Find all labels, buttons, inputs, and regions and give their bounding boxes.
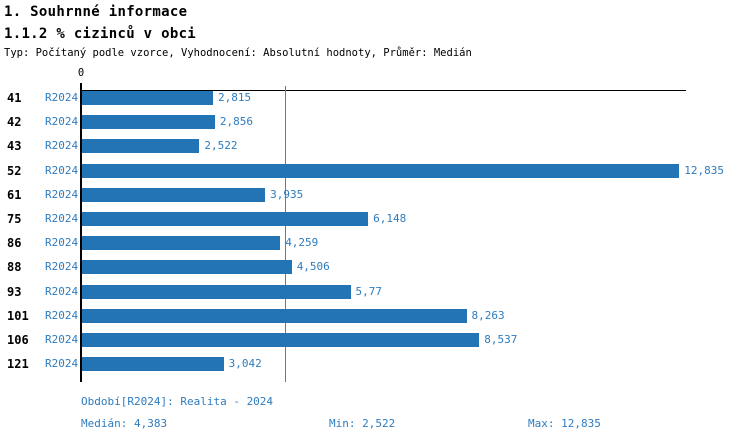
bar-value-label: 3,935 [270, 187, 304, 201]
row-id-label: 41 [7, 91, 22, 105]
row-period-label: R2024 [45, 212, 79, 225]
bar [82, 333, 480, 347]
chart-row: 101 R2024 8,263 [0, 308, 750, 323]
y-axis-line [80, 83, 82, 382]
row-period-label: R2024 [45, 187, 79, 201]
row-period-label: R2024 [45, 284, 79, 298]
bar [82, 212, 369, 226]
min-stat: Min: 2,522 [329, 417, 396, 430]
bar [82, 236, 281, 251]
bar [82, 308, 467, 323]
row-period-label: R2024 [45, 91, 79, 104]
row-period-label: R2024 [45, 115, 79, 129]
row-period-label: R2024 [45, 260, 79, 274]
bar-value-label: 8,537 [484, 333, 518, 346]
row-id-label: 52 [7, 163, 22, 178]
bar-value-label: 4,259 [285, 236, 319, 250]
bar [82, 91, 213, 105]
chart-row: 43 R2024 2,522 [0, 139, 750, 154]
bar [82, 357, 224, 372]
bar [82, 284, 351, 299]
row-id-label: 101 [7, 308, 29, 323]
row-id-label: 61 [7, 187, 22, 202]
chart-row: 41 R2024 2,815 [0, 91, 750, 105]
chart-row: 88 R2024 4,506 [0, 260, 750, 275]
row-id-label: 121 [7, 357, 29, 372]
bar [82, 187, 266, 202]
bar [82, 163, 680, 178]
bar-value-label: 2,522 [204, 139, 238, 153]
row-id-label: 75 [7, 212, 22, 226]
chart-row: 61 R2024 3,935 [0, 187, 750, 202]
bar-value-label: 2,815 [218, 91, 252, 104]
chart-row: 75 R2024 6,148 [0, 212, 750, 226]
row-period-label: R2024 [45, 163, 79, 177]
bar-value-label: 12,835 [684, 163, 725, 177]
row-id-label: 93 [7, 284, 22, 299]
report-section-title: 1. Souhrnné informace [4, 4, 188, 20]
row-id-label: 43 [7, 139, 22, 154]
row-id-label: 106 [7, 333, 29, 347]
chart-row: 93 R2024 5,77 [0, 284, 750, 299]
bar [82, 139, 200, 154]
bar-value-label: 6,148 [373, 212, 407, 225]
chart-row: 121 R2024 3,042 [0, 357, 750, 372]
x-axis-line [81, 90, 686, 91]
row-period-label: R2024 [45, 139, 79, 153]
bar-value-label: 5,77 [355, 284, 383, 298]
bar-value-label: 4,506 [296, 260, 330, 274]
row-id-label: 86 [7, 236, 22, 251]
chart-row: 52 R2024 12,835 [0, 163, 750, 178]
row-period-label: R2024 [45, 308, 79, 322]
median-stat: Medián: 4,383 [81, 417, 168, 430]
row-period-label: R2024 [45, 357, 79, 371]
indicator-meta-line: Typ: Počítaný podle vzorce, Vyhodnocení:… [4, 47, 472, 59]
x-axis-zero-tick-label: 0 [77, 67, 85, 79]
row-period-label: R2024 [45, 236, 79, 250]
row-id-label: 88 [7, 260, 22, 275]
bar-value-label: 8,263 [471, 308, 505, 322]
bar [82, 260, 292, 275]
chart-row: 42 R2024 2,856 [0, 115, 750, 130]
bar-value-label: 3,042 [228, 357, 262, 371]
bar [82, 115, 215, 130]
indicator-title: 1.1.2 % cizinců v obci [4, 26, 197, 42]
max-stat: Max: 12,835 [528, 417, 601, 430]
row-id-label: 42 [7, 115, 22, 130]
row-period-label: R2024 [45, 333, 79, 346]
period-legend: Období[R2024]: Realita - 2024 [81, 395, 274, 408]
chart-row: 106 R2024 8,537 [0, 333, 750, 347]
chart-row: 86 R2024 4,259 [0, 236, 750, 251]
bar-value-label: 2,856 [219, 115, 254, 129]
median-gridline [285, 86, 286, 382]
